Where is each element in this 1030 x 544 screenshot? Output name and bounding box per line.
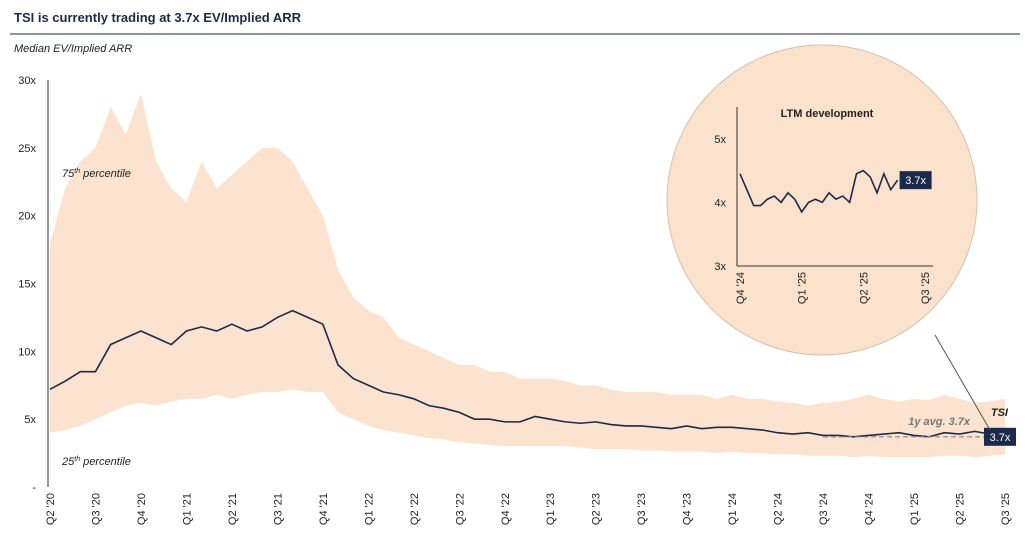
band-label: 25th percentile — [61, 456, 131, 468]
x-tick-label: Q3 '20 — [90, 493, 102, 525]
value-label-box — [899, 171, 932, 190]
x-tick-label: Q4 '20 — [136, 493, 148, 525]
percentile-band — [50, 93, 1005, 458]
chart-title: TSI is currently trading at 3.7x EV/Impl… — [14, 10, 302, 25]
value-label-box — [984, 427, 1016, 446]
x-tick-label: Q2 '24 — [773, 493, 785, 525]
line — [49, 309, 1006, 438]
x-tick-label: Q3 '21 — [272, 493, 284, 525]
x-tick-label: Q1 '21 — [181, 493, 193, 525]
inset-x-tick-label: Q4 '24 — [735, 272, 747, 304]
x-tick-label: Q1 '25 — [909, 493, 921, 525]
value-label: 3.7x — [905, 175, 926, 187]
line — [739, 169, 899, 214]
main-plot: - 5x 10x 15x 20x 25x 30x Q2 '20 Q3 '20 Q4 '20 Q1 '… — [18, 75, 1016, 525]
band-label-num: 25 — [61, 456, 75, 468]
x-tick-label: Q2 '22 — [409, 493, 421, 525]
x-tick-label: Q2 '21 — [227, 493, 239, 525]
inset-y-tick-label: 4x — [714, 197, 726, 209]
inset-x-tick-label: Q1 '25 — [797, 272, 809, 304]
y-tick-label: 5x — [24, 414, 36, 426]
x-tick-label: Q4 '24 — [864, 493, 876, 525]
band-label-text: percentile — [80, 456, 131, 468]
y-tick-label: 15x — [18, 279, 36, 291]
band-label-num: 75 — [62, 168, 75, 180]
x-tick-label: Q3 '24 — [818, 493, 830, 525]
band-label-text: percentile — [80, 168, 131, 180]
x-tick-label: Q4 '21 — [318, 493, 330, 525]
y-tick-label: 20x — [18, 211, 36, 223]
x-tick-label: Q2 '20 — [45, 493, 57, 525]
x-tick-label: Q3 '22 — [454, 493, 466, 525]
y-tick-label: 25x — [18, 143, 36, 155]
band-label-sup: th — [74, 456, 80, 463]
inset-plot: LTM development 3x 4x 5x Q4 '24 Q1 '25 Q2 '25 Q… — [666, 44, 991, 431]
inset-y-tick-label: 5x — [714, 134, 726, 146]
x-tick-label: Q4 '22 — [500, 493, 512, 525]
inset-title: LTM development — [781, 108, 874, 120]
x-tick-label: Q1 '24 — [727, 493, 739, 525]
inset-x-tick-label: Q2 '25 — [858, 272, 870, 304]
x-tick-label: Q2 '23 — [591, 493, 603, 525]
connector — [934, 334, 991, 431]
inset-x-tick-label: Q3 '25 — [920, 272, 932, 304]
y-axis-title: Median EV/Implied ARR — [14, 43, 132, 55]
inset-circle — [666, 44, 978, 356]
x-tick-label: Q3 '23 — [636, 493, 648, 525]
x-tick-label: Q3 '25 — [1000, 493, 1012, 525]
y-tick-label: 30x — [18, 75, 36, 87]
band-label-sup: th — [74, 168, 80, 175]
avg-label: 1y avg. 3.7x — [908, 416, 971, 428]
x-tick-label: Q1 '23 — [545, 493, 557, 525]
x-tick-label: Q2 '25 — [955, 493, 967, 525]
y-tick-label: - — [32, 482, 36, 494]
series-label: TSI — [991, 407, 1009, 419]
x-tick-label: Q1 '22 — [363, 493, 375, 525]
x-tick-label: Q4 '23 — [682, 493, 694, 525]
value-label: 3.7x — [990, 432, 1011, 444]
y-tick-label: 10x — [18, 346, 36, 358]
inset-y-tick-label: 3x — [714, 261, 726, 273]
band-label: 75th percentile — [62, 168, 131, 180]
